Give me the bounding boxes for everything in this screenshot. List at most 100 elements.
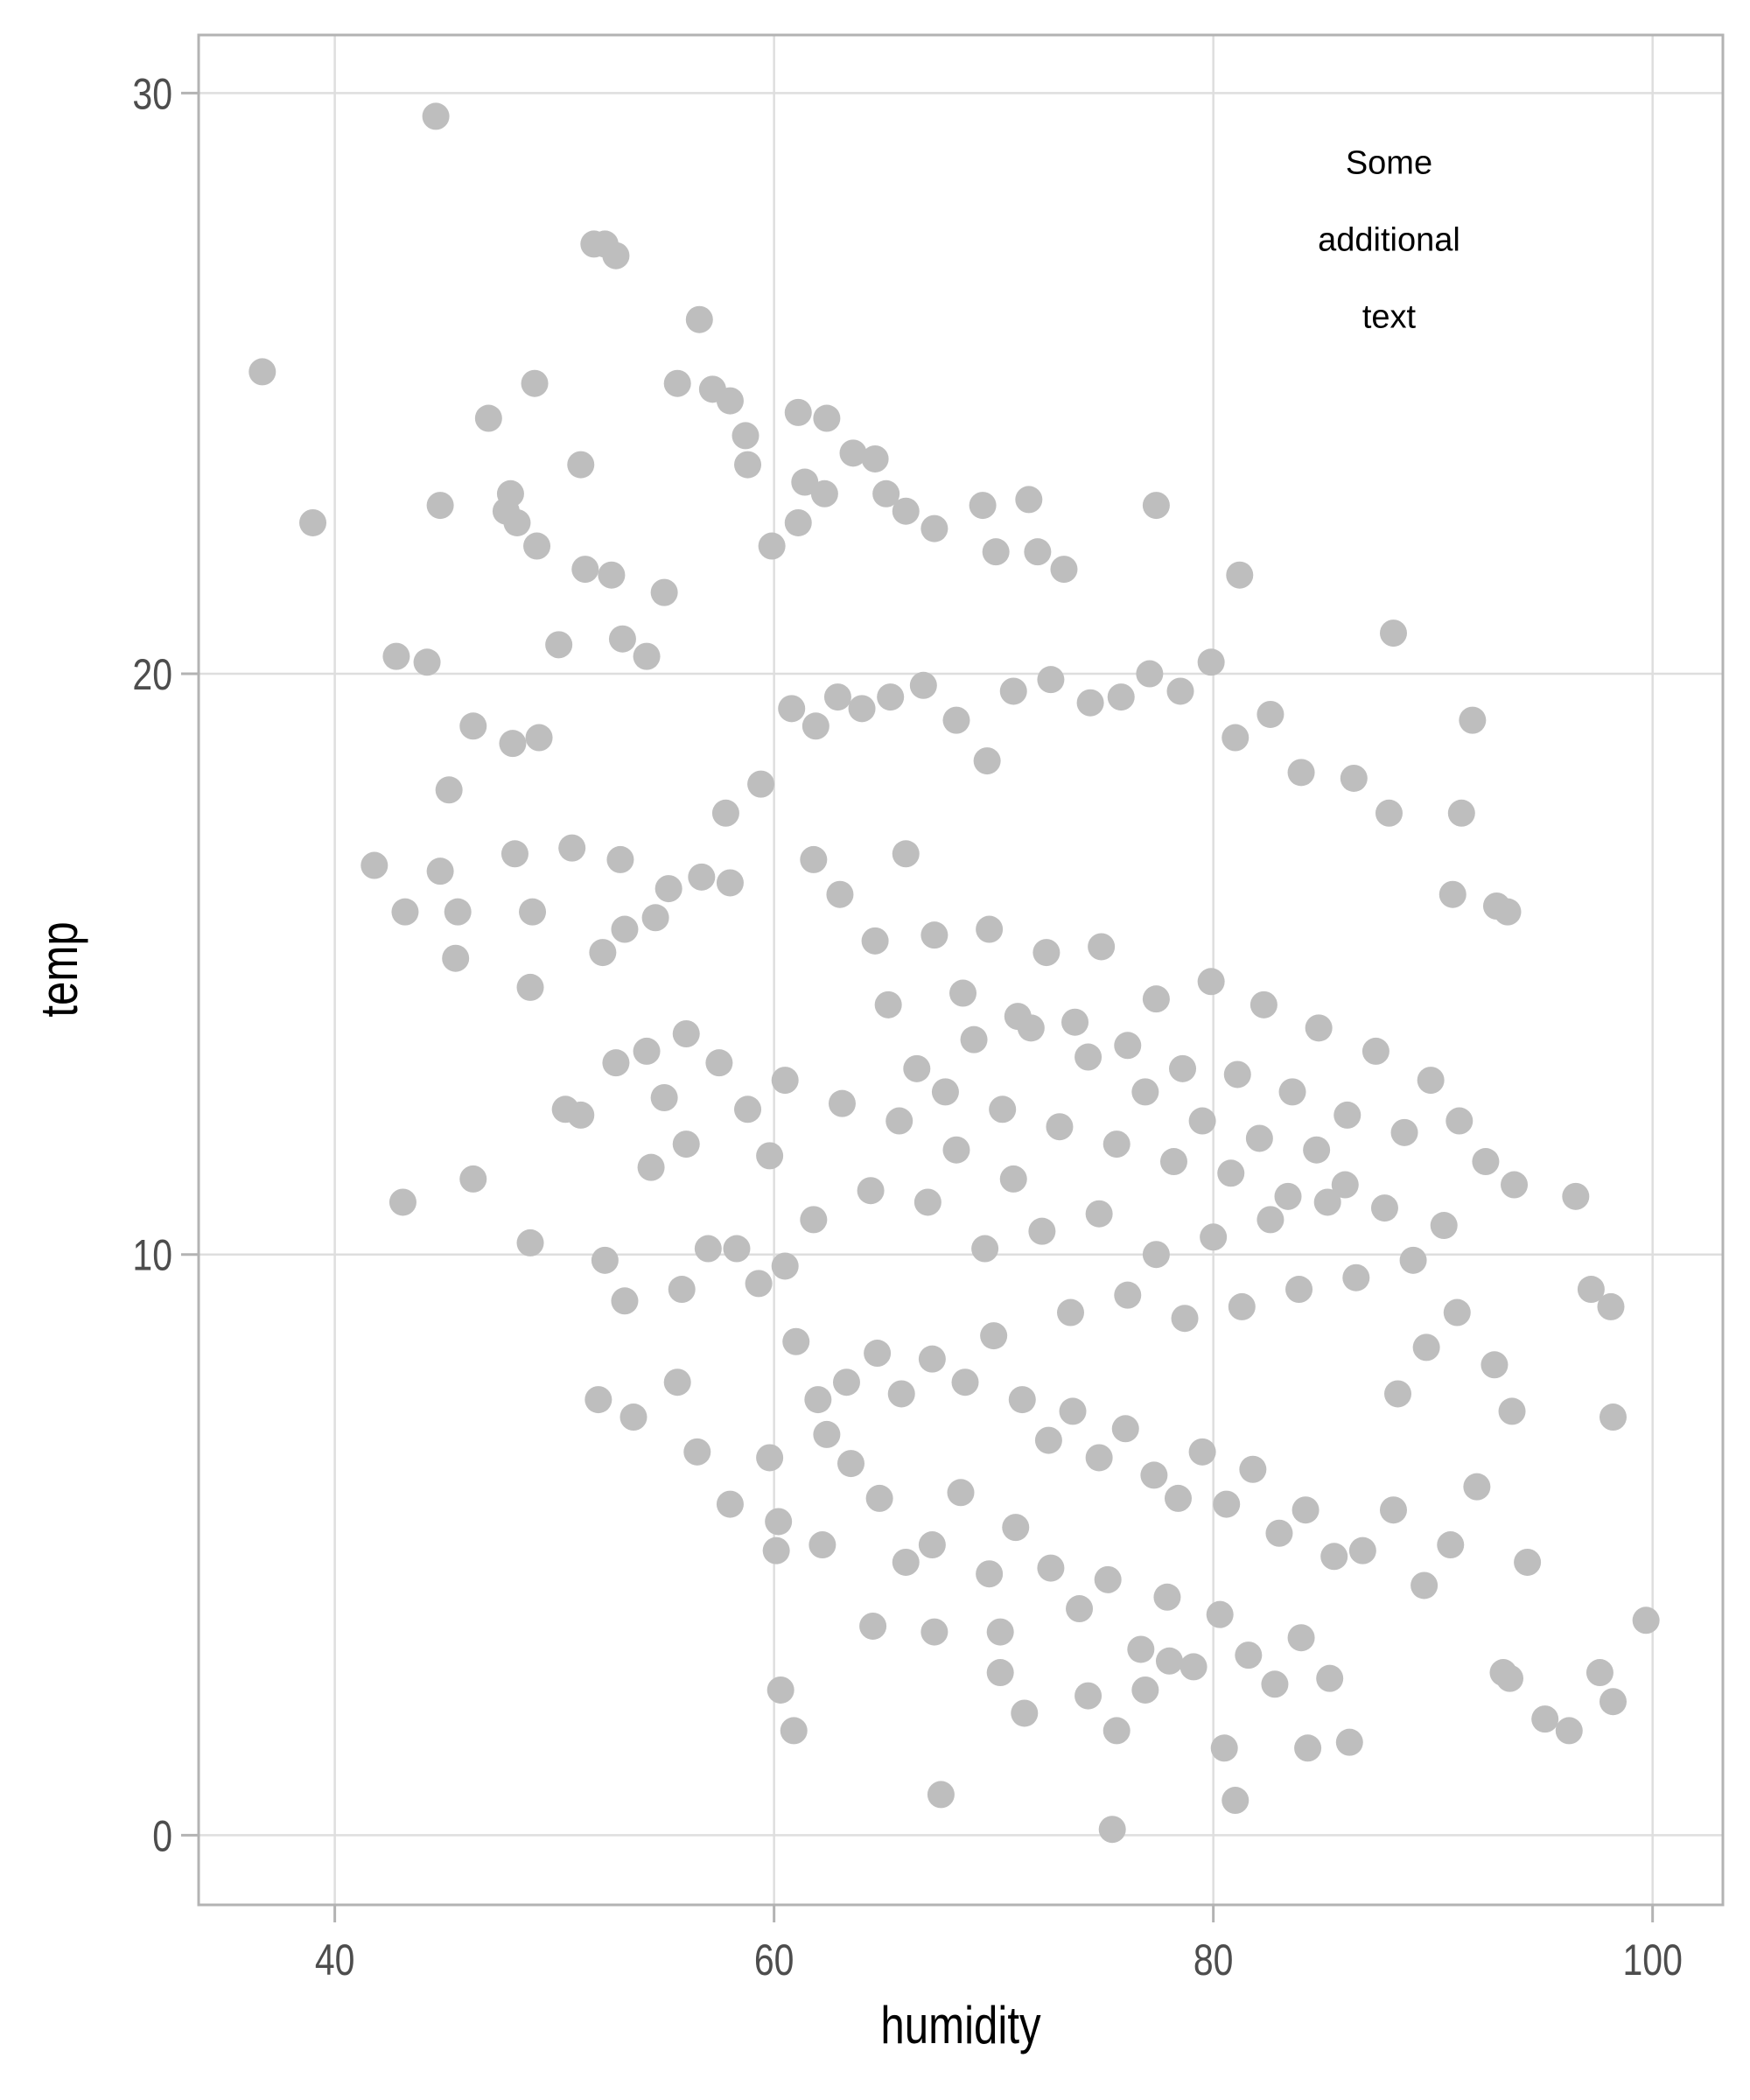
x-tick-label: 40	[315, 1936, 355, 1984]
data-point	[765, 1508, 793, 1536]
data-point	[859, 1612, 887, 1640]
data-point	[886, 1107, 914, 1135]
x-tick-label: 100	[1622, 1936, 1682, 1984]
data-point	[633, 1037, 661, 1065]
data-point	[999, 677, 1027, 705]
data-point	[1362, 1037, 1390, 1065]
data-point	[1256, 1206, 1284, 1234]
data-point	[857, 1177, 885, 1205]
data-point	[800, 1206, 828, 1234]
data-point	[444, 898, 472, 926]
data-point	[782, 1327, 810, 1355]
data-point	[1256, 700, 1284, 728]
data-point	[758, 532, 786, 560]
data-point	[584, 1386, 612, 1414]
data-point	[1514, 1548, 1542, 1576]
data-point	[976, 915, 1004, 943]
data-point	[784, 508, 812, 536]
data-point	[1443, 1298, 1471, 1326]
data-point	[1057, 1298, 1085, 1326]
data-point	[986, 1618, 1014, 1646]
data-point	[1480, 1351, 1508, 1379]
data-point	[1316, 1664, 1344, 1692]
data-point	[986, 1659, 1014, 1687]
data-point	[1235, 1642, 1263, 1670]
data-point	[1292, 1496, 1320, 1524]
data-point	[521, 369, 549, 397]
data-point	[1127, 1635, 1155, 1663]
data-point	[1370, 1194, 1398, 1222]
data-point	[971, 1235, 999, 1263]
data-point	[1390, 1118, 1418, 1146]
data-point	[1131, 1676, 1159, 1704]
data-point	[1169, 1054, 1197, 1082]
data-point	[1334, 1101, 1362, 1129]
data-point	[716, 869, 744, 897]
data-point	[1088, 933, 1116, 961]
data-point	[591, 1246, 619, 1274]
data-point	[791, 468, 819, 496]
data-point	[1153, 1583, 1181, 1611]
data-point	[1342, 1264, 1370, 1292]
data-point	[663, 369, 691, 397]
data-point	[523, 532, 551, 560]
data-point	[942, 706, 970, 734]
data-point	[641, 904, 669, 932]
data-point	[633, 642, 661, 670]
data-point	[1501, 1171, 1529, 1199]
data-point	[1200, 1223, 1228, 1251]
data-point	[766, 1676, 794, 1704]
data-point	[1164, 1484, 1192, 1512]
data-point	[248, 358, 276, 386]
data-point	[1061, 1008, 1089, 1036]
data-point	[1222, 1787, 1250, 1815]
data-point	[1142, 985, 1170, 1013]
data-point	[1066, 1595, 1094, 1623]
data-point	[848, 695, 876, 723]
data-point	[989, 1096, 1017, 1124]
data-point	[558, 834, 586, 862]
data-point	[1166, 677, 1194, 705]
data-point	[723, 1235, 751, 1263]
data-point	[947, 1479, 975, 1507]
data-point	[892, 840, 920, 868]
data-point	[435, 776, 463, 804]
data-point	[861, 444, 889, 472]
data-point	[1197, 968, 1225, 996]
data-point	[663, 1368, 691, 1396]
data-point	[1375, 799, 1403, 827]
data-point	[1586, 1659, 1614, 1687]
data-point	[1222, 724, 1250, 752]
data-point	[694, 1235, 722, 1263]
data-point	[503, 508, 531, 536]
data-point	[1294, 1734, 1322, 1762]
data-point	[1107, 683, 1135, 711]
data-point	[1059, 1397, 1087, 1425]
data-point	[1437, 1531, 1465, 1559]
data-point	[1228, 1292, 1256, 1320]
data-point	[611, 1287, 639, 1315]
data-point	[683, 1438, 711, 1466]
data-point	[909, 671, 937, 699]
data-point	[861, 927, 889, 955]
data-point	[499, 730, 527, 758]
data-point	[864, 1340, 892, 1368]
data-point	[808, 1531, 836, 1559]
data-point	[1348, 1536, 1376, 1564]
data-point	[756, 1142, 784, 1170]
data-point	[1114, 1281, 1142, 1309]
data-point	[571, 556, 599, 584]
data-point	[637, 1153, 665, 1181]
data-point	[672, 1020, 700, 1048]
data-point	[745, 1270, 773, 1298]
data-point	[567, 451, 595, 479]
data-point	[422, 102, 450, 130]
data-point	[892, 497, 920, 525]
data-point	[1320, 1543, 1348, 1571]
data-point	[927, 1781, 955, 1809]
data-point	[426, 492, 454, 520]
data-point	[1285, 1276, 1313, 1304]
data-point	[784, 398, 812, 426]
data-point	[1008, 1386, 1036, 1414]
data-point	[1261, 1670, 1289, 1698]
